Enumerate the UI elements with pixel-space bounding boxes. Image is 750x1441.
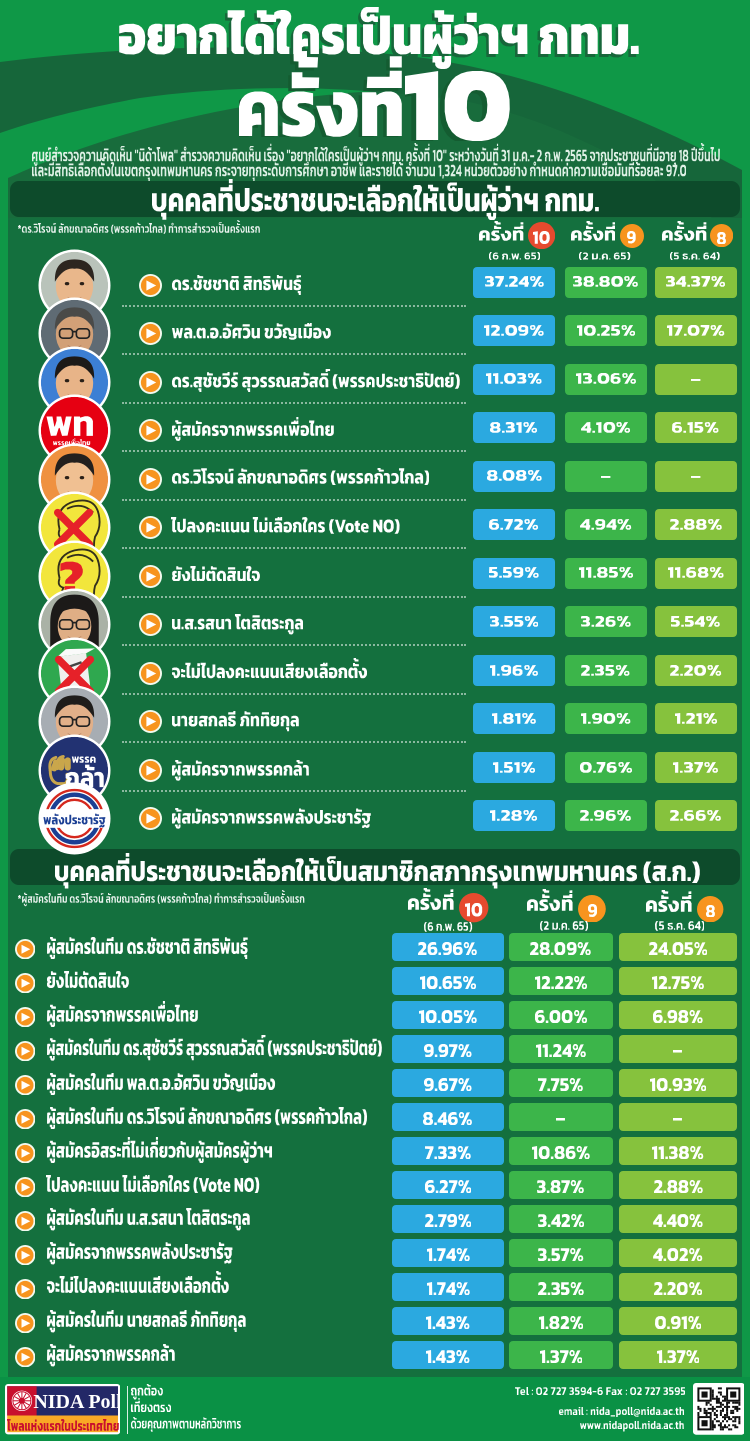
svg-text:NIDA Poll: NIDA Poll (34, 1392, 121, 1414)
